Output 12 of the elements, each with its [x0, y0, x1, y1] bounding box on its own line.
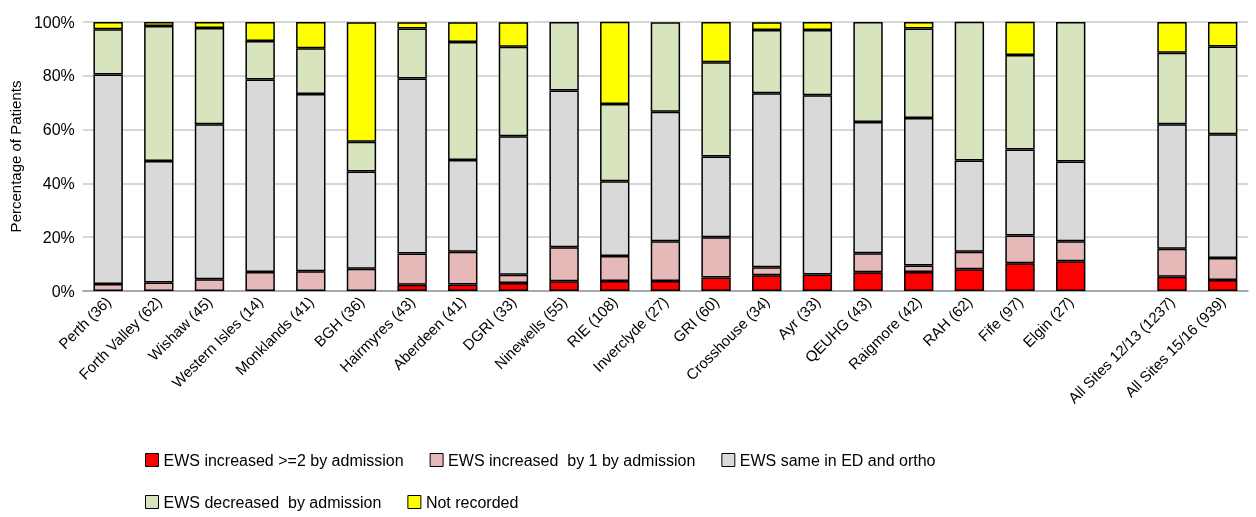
legend-label: EWS decreased by admission [163, 493, 382, 511]
legend-label: EWS increased by 1 by admission [448, 451, 696, 469]
y-tick-label: 100% [33, 13, 75, 31]
legend-label: EWS increased >=2 by admission [163, 451, 404, 469]
y-tick-label: 40% [42, 174, 75, 192]
y-axis-title: Percentage of Patients [7, 80, 24, 233]
y-tick-label: 20% [42, 228, 75, 246]
legend-label: Not recorded [425, 493, 519, 511]
legend-label: EWS same in ED and ortho [739, 451, 936, 469]
y-tick-label: 60% [42, 121, 75, 139]
y-tick-label: 0% [51, 282, 75, 300]
y-tick-label: 80% [42, 67, 75, 85]
